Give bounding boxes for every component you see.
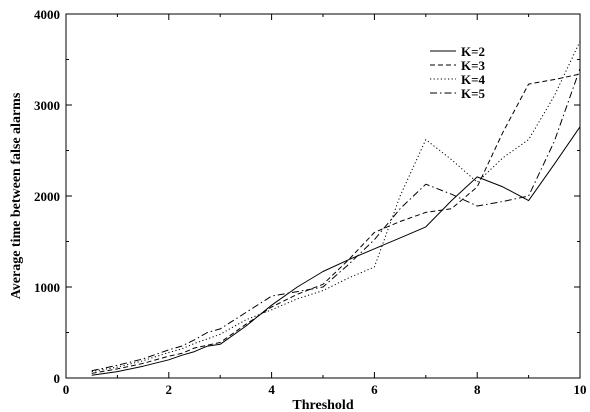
- legend-label: K=4: [461, 72, 486, 87]
- series-layer: [91, 41, 581, 376]
- series-line-k2: [91, 126, 581, 376]
- y-tick-label: 4000: [34, 7, 60, 22]
- legend-label: K=3: [461, 58, 486, 73]
- x-axis-title: Threshold: [292, 398, 353, 412]
- x-tick-label: 8: [474, 382, 481, 397]
- legend-label: K=5: [461, 86, 486, 101]
- plot-frame: [65, 13, 581, 379]
- y-tick-label: 1000: [34, 280, 60, 295]
- series-line-k5: [91, 68, 581, 372]
- y-tick-label: 0: [54, 371, 61, 386]
- y-tick-label: 3000: [34, 98, 60, 113]
- series-line-k4: [91, 41, 581, 373]
- y-tick-label: 2000: [34, 189, 60, 204]
- y-axis: 0 1000 2000 3000 4000: [34, 7, 580, 386]
- y-axis-title: Average time between false alarms: [9, 92, 24, 299]
- legend-label: K=2: [461, 44, 485, 59]
- legend: K=2K=3K=4K=5: [430, 44, 486, 101]
- x-tick-label: 0: [63, 382, 70, 397]
- x-tick-label: 10: [574, 382, 587, 397]
- x-tick-label: 4: [268, 382, 275, 397]
- x-axis: 0 2 4 6 8 10: [63, 14, 587, 397]
- series-line-k3: [91, 73, 581, 374]
- plot-border: [65, 13, 581, 379]
- x-tick-label: 2: [166, 382, 173, 397]
- x-tick-label: 6: [371, 382, 378, 397]
